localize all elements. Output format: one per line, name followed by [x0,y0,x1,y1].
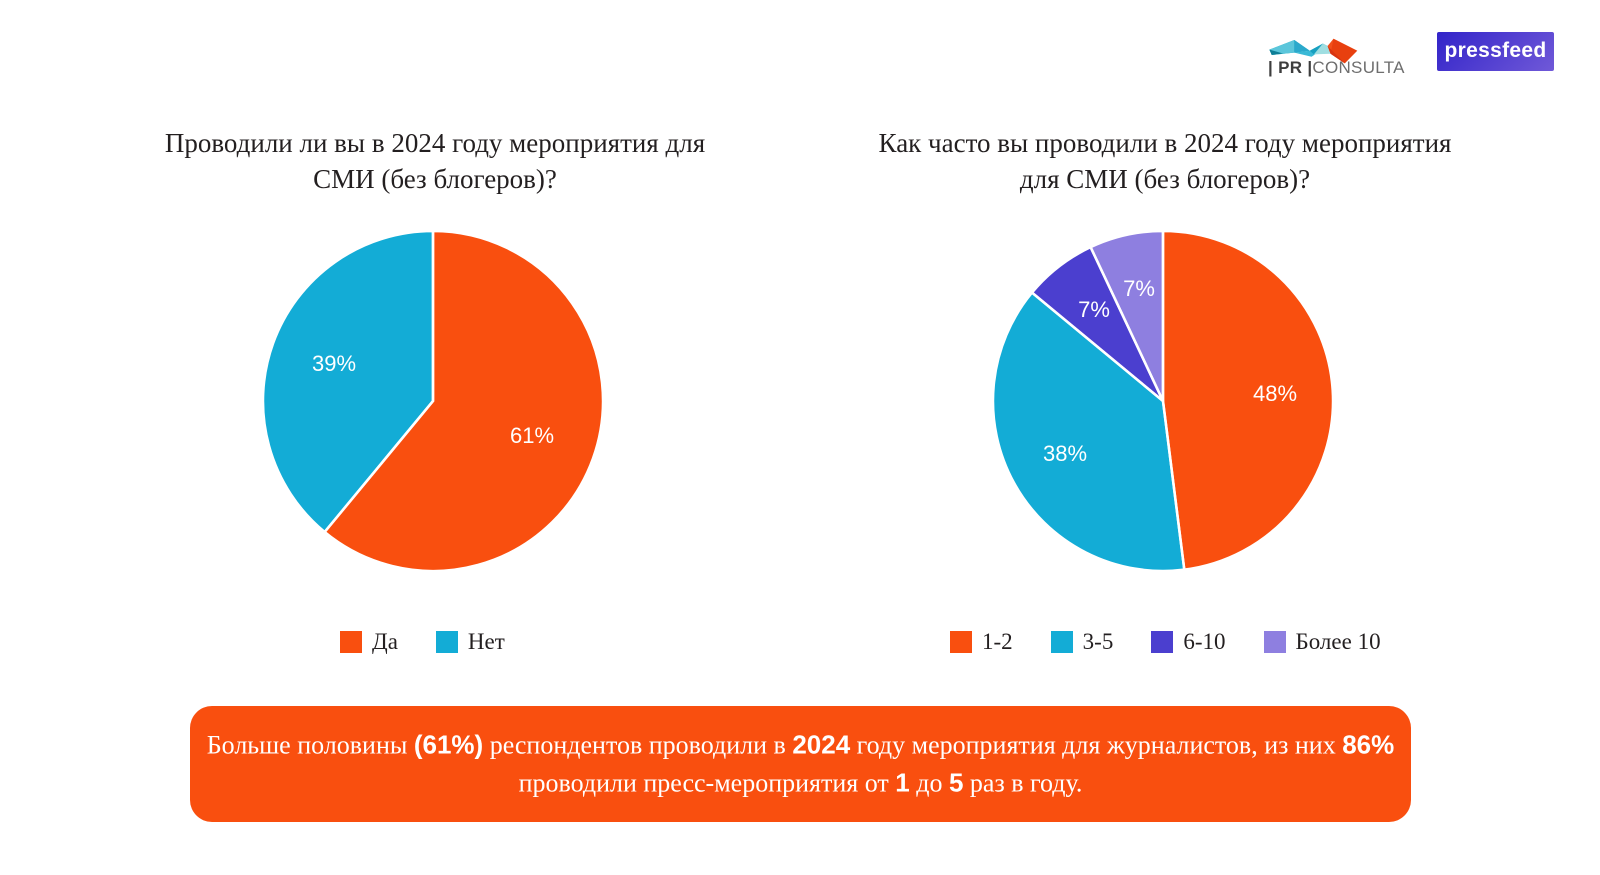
svg-text:39%: 39% [312,351,356,376]
svg-text:38%: 38% [1043,441,1087,466]
svg-text:61%: 61% [510,423,554,448]
svg-text:7%: 7% [1123,276,1155,301]
svg-text:7%: 7% [1078,297,1110,322]
svg-text:48%: 48% [1253,381,1297,406]
